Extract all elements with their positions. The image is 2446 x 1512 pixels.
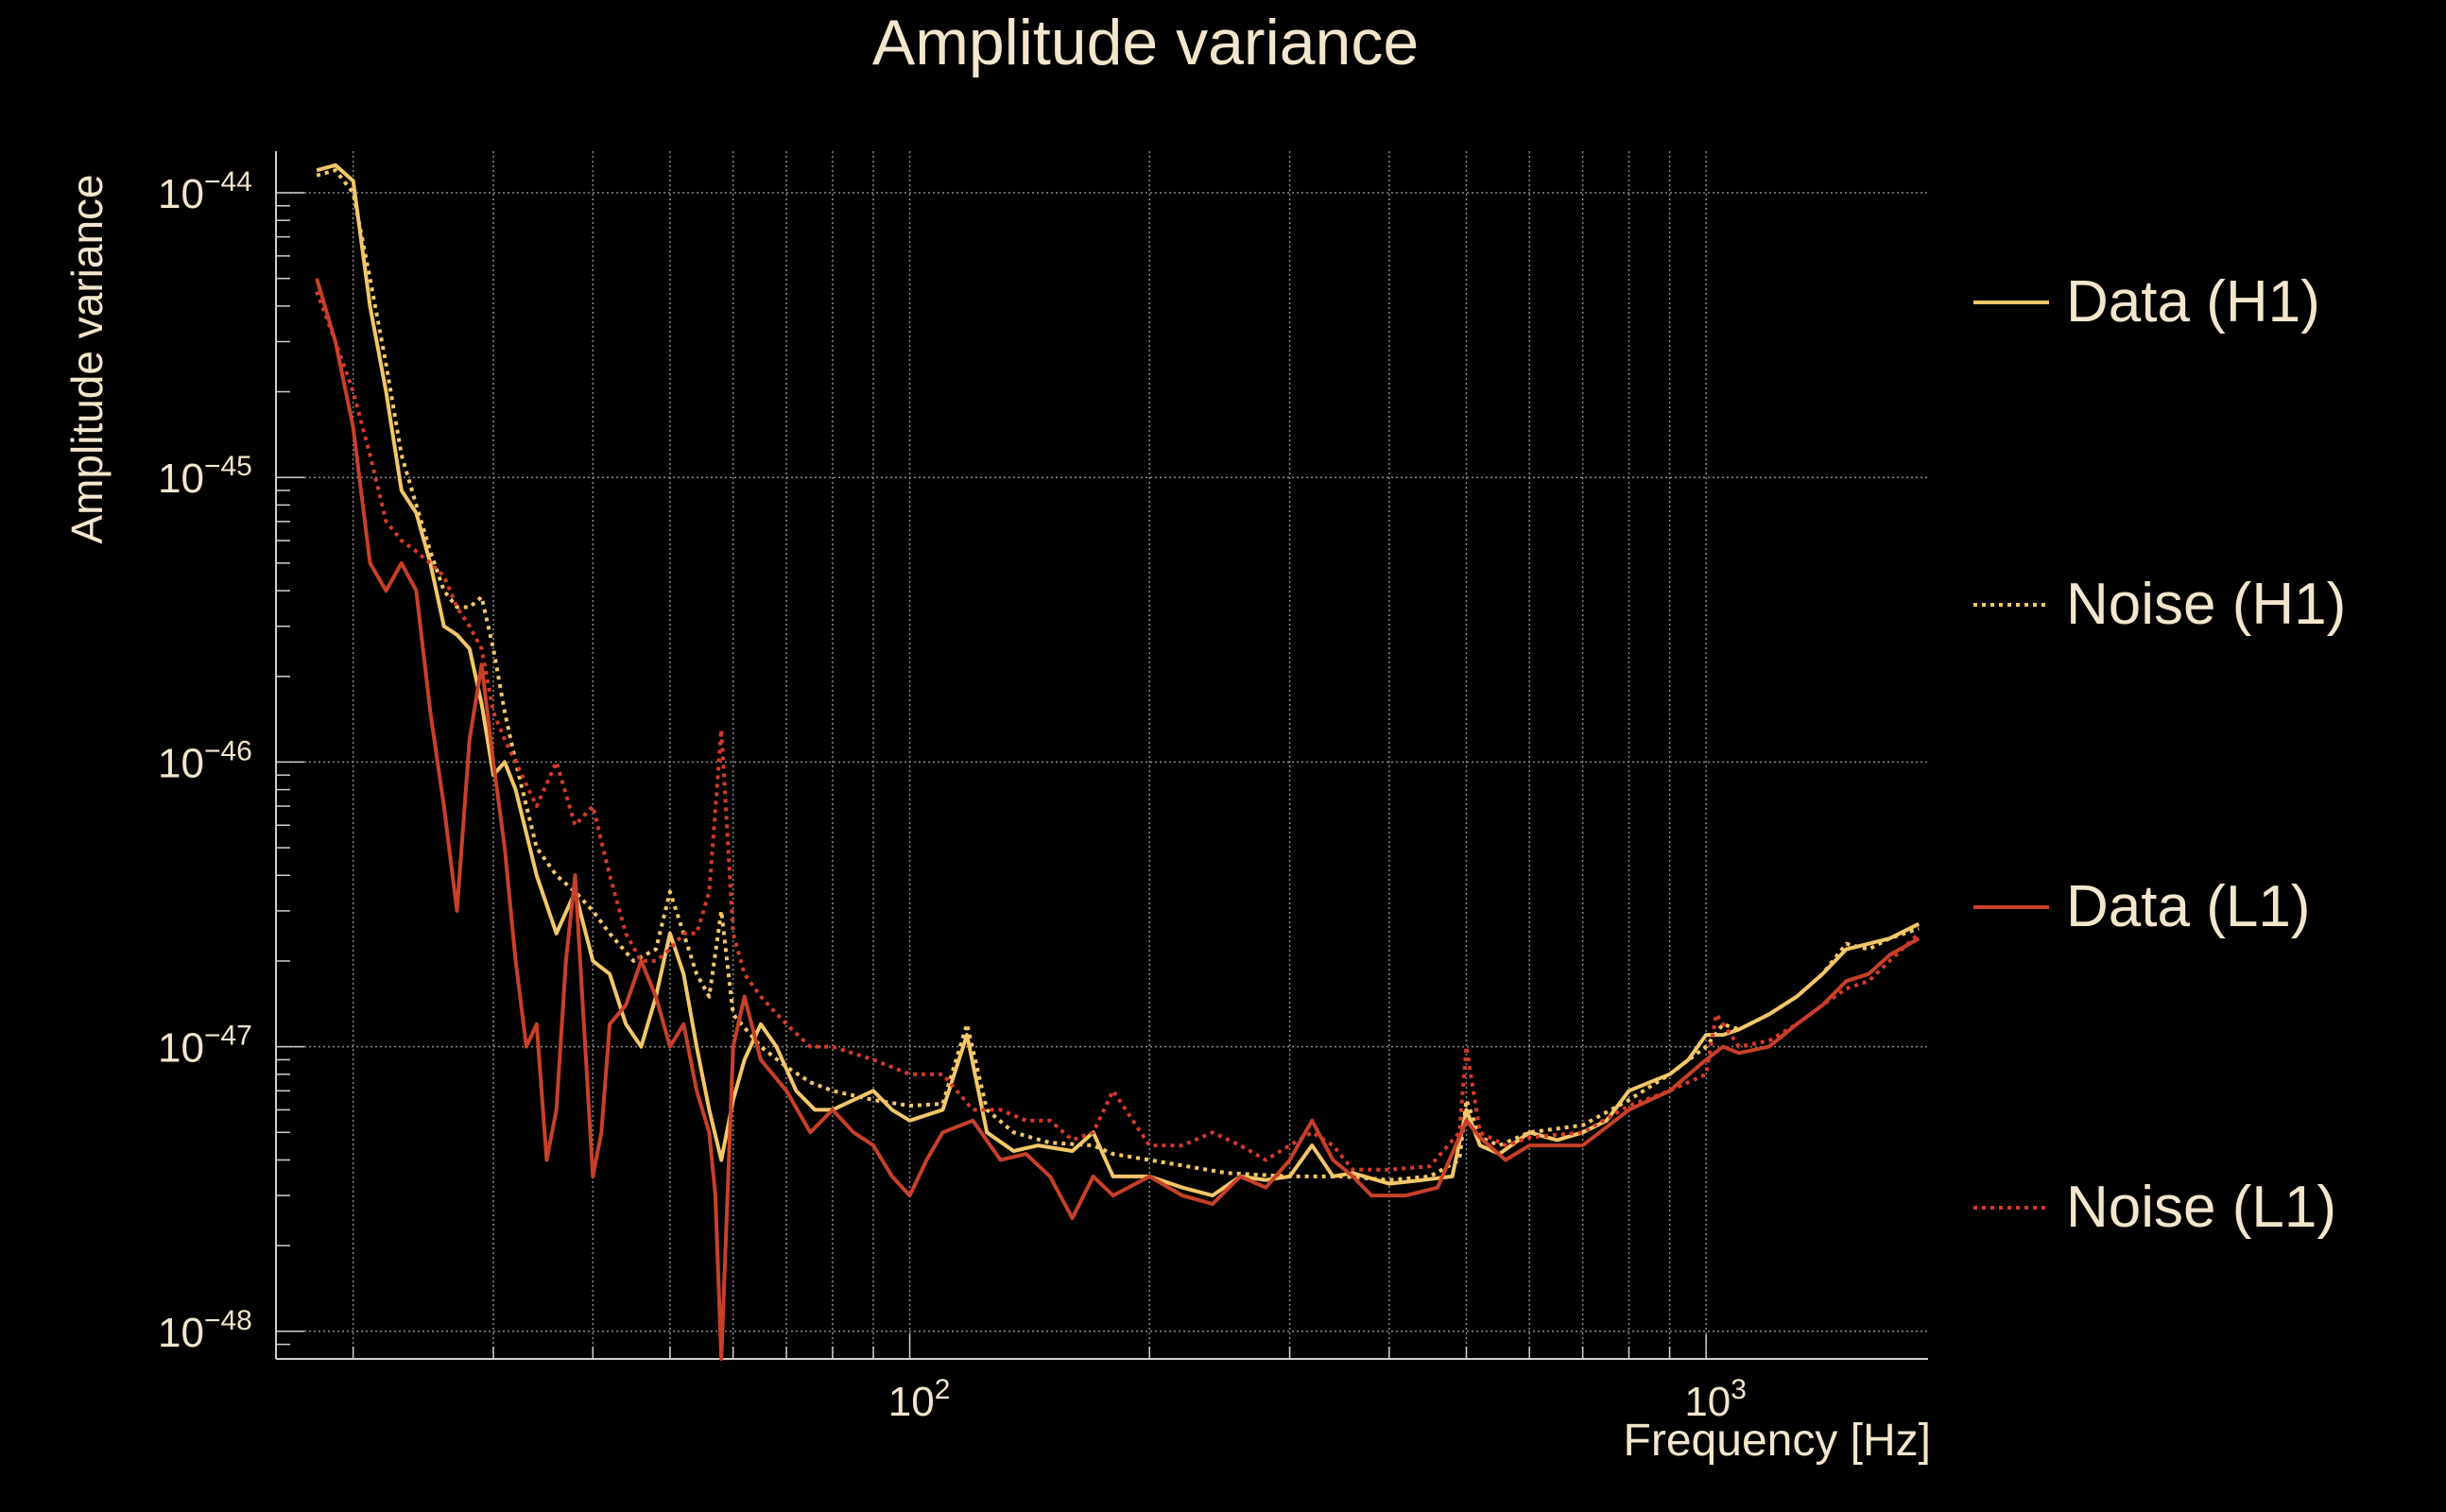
x-axis-label: Frequency [Hz] [1624,1416,1931,1466]
y-tick-label: 10−47 [158,1021,252,1072]
y-axis-label: Amplitude variance [62,174,112,543]
y-tick-label: 10−46 [158,735,252,786]
series-line-noise-h1 [316,168,1920,1182]
tick-labels: 102 103 10−44 10−45 10−46 10−47 10−48 [158,166,1747,1425]
axes [275,151,1928,1360]
x-tick-label: 103 [1684,1374,1747,1425]
y-tick-label: 10−48 [158,1305,252,1356]
series-lines [315,163,1921,1361]
series-line-data-l1 [315,278,1921,1361]
grid [276,151,1928,1359]
legend-label-data-l1: Data (L1) [2066,874,2310,939]
chart-title: Amplitude variance [872,7,1419,78]
series-line-data-h1 [316,163,1921,1198]
x-tick-label: 102 [888,1374,951,1425]
legend-label-noise-h1: Noise (H1) [2066,572,2346,637]
y-tick-label: 10−45 [158,451,252,502]
legend-label-data-h1: Data (H1) [2066,269,2320,335]
y-tick-label: 10−44 [158,166,252,217]
legend-label-noise-l1: Noise (L1) [2066,1175,2336,1240]
legend: Data (H1) Noise (H1) Data (L1) Noise (L1) [1973,269,2346,1240]
